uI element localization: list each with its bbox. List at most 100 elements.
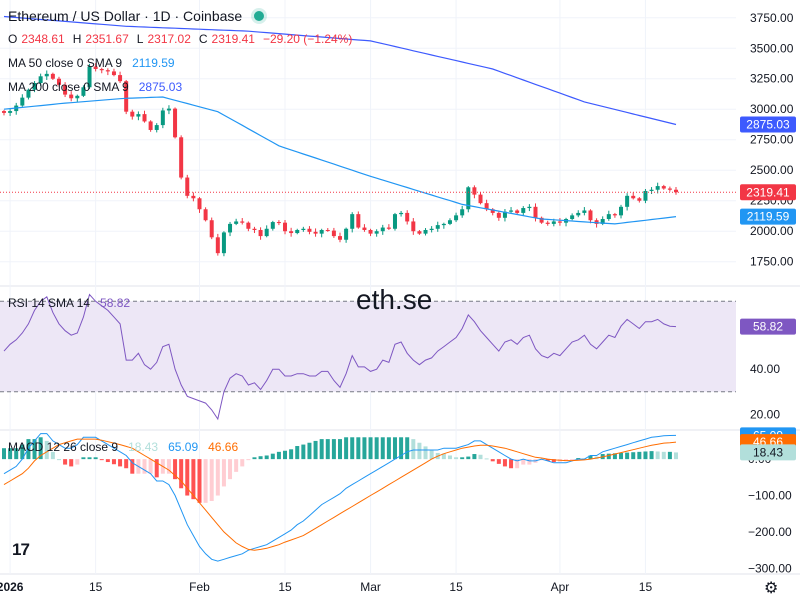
- ma50-label[interactable]: MA 50 close 0 SMA 9: [8, 56, 123, 70]
- candle-body: [99, 68, 104, 71]
- candle-body: [319, 229, 324, 234]
- macd-histogram-bar: [118, 459, 123, 467]
- ma50-badge-text: 2119.59: [747, 210, 790, 224]
- candle-body: [380, 227, 385, 232]
- macd-pane[interactable]: [2, 433, 678, 562]
- price-tick-label: 1750.00: [750, 255, 794, 269]
- candle-body: [362, 227, 367, 230]
- macd-histogram-bar: [667, 451, 672, 460]
- macd-histogram-bar: [484, 458, 489, 460]
- candle-body: [582, 210, 587, 213]
- price-pane[interactable]: [0, 15, 736, 257]
- macd-histogram-bar: [81, 457, 86, 460]
- macd-histogram-bar: [411, 439, 416, 460]
- candle-body: [576, 212, 581, 216]
- rsi-band: [0, 301, 736, 392]
- candle-body: [515, 210, 520, 213]
- x-tick-label: 15: [639, 580, 653, 594]
- ma200-label[interactable]: MA 200 close 0 SMA 9: [8, 80, 129, 94]
- ma200-legend[interactable]: MA 200 close 0 SMA 9 2875.03: [8, 80, 182, 94]
- rsi-label[interactable]: RSI 14 SMA 14: [8, 296, 91, 310]
- macd-histogram-bar: [234, 459, 239, 472]
- candle-body: [667, 188, 672, 190]
- ma50-legend[interactable]: MA 50 close 0 SMA 9 2119.59: [8, 56, 175, 70]
- candle-body: [502, 211, 507, 218]
- macd-line-value: 65.09: [168, 440, 199, 454]
- macd-histogram-bar: [478, 454, 483, 460]
- macd-histogram-bar: [148, 459, 153, 474]
- candle-body: [93, 66, 98, 69]
- macd-histogram-bar: [515, 459, 520, 469]
- macd-histogram-bar: [612, 453, 617, 460]
- rsi-pane[interactable]: [0, 293, 736, 421]
- candle-body: [264, 228, 269, 237]
- candle-body: [399, 212, 404, 215]
- candle-body: [606, 214, 611, 220]
- macd-histogram-bar: [441, 453, 446, 460]
- candle-body: [472, 187, 477, 195]
- macd-histogram-bar: [429, 450, 434, 460]
- candle-body: [160, 110, 165, 126]
- chart-title-row[interactable]: Ethereum / US Dollar · 1D · Coinbase: [8, 8, 265, 24]
- macd-histogram-bar: [417, 442, 422, 460]
- macd-histogram-bar: [215, 459, 220, 496]
- price-tick-label: 3250.00: [750, 72, 794, 86]
- macd-histogram-bar: [270, 453, 275, 460]
- macd-histogram-bar: [338, 439, 342, 460]
- macd-histogram-bar: [319, 439, 324, 460]
- candle-body: [509, 210, 514, 212]
- candle-body: [289, 231, 294, 234]
- candle-body: [411, 221, 416, 232]
- macd-histogram-bar: [460, 457, 465, 460]
- macd-histogram-bar: [331, 439, 336, 460]
- macd-histogram-bar: [50, 451, 55, 460]
- settings-gear-icon[interactable]: ⚙: [764, 580, 779, 597]
- candle-body: [69, 94, 74, 99]
- candle-body: [331, 230, 336, 237]
- macd-histogram-bar: [368, 437, 373, 460]
- macd-histogram-bar: [20, 444, 25, 460]
- macd-histogram-bar: [130, 459, 135, 474]
- candle-body: [185, 177, 190, 196]
- candle-body: [191, 195, 196, 199]
- high-value: 2351.67: [85, 32, 129, 46]
- candle-body: [447, 220, 452, 224]
- candle-body: [228, 223, 233, 233]
- candle-body: [374, 231, 379, 234]
- candle-body: [166, 108, 171, 111]
- macd-hist-badge: [740, 444, 796, 461]
- candle-body: [197, 198, 202, 210]
- rsi-legend[interactable]: RSI 14 SMA 14 58.82: [8, 296, 130, 310]
- macd-histogram-bar: [38, 437, 43, 460]
- macd-label[interactable]: MACD 12 26 close 9: [8, 440, 119, 454]
- candle-body: [496, 212, 501, 218]
- candle-body: [63, 84, 68, 95]
- low-key: L: [136, 32, 144, 46]
- tradingview-logo[interactable]: 17: [12, 540, 30, 560]
- candle-body: [368, 229, 373, 234]
- macd-signal-line: [3, 438, 677, 551]
- macd-histogram-bar: [75, 459, 80, 465]
- rsi-badge: [740, 318, 796, 335]
- macd-histogram-bar: [655, 451, 660, 460]
- macd-histogram-bar: [93, 457, 98, 460]
- macd-histogram-bar: [142, 459, 147, 474]
- candle-body: [258, 229, 263, 237]
- macd-legend[interactable]: MACD 12 26 close 9 18.43 65.09 46.66: [8, 440, 238, 454]
- candle-body: [454, 215, 459, 221]
- candle-body: [124, 81, 129, 112]
- candle-body: [441, 223, 446, 226]
- high-key: H: [72, 32, 82, 46]
- macd-histogram-bar: [496, 459, 501, 464]
- macd-histogram-bar: [99, 459, 104, 461]
- macd-signal-value: 46.66: [208, 440, 239, 454]
- grid: [0, 0, 800, 575]
- x-tick-label: 2026: [0, 580, 24, 594]
- macd-tick-label: −100.00: [748, 489, 792, 503]
- symbol-title[interactable]: Ethereum / US Dollar · 1D · Coinbase: [8, 8, 243, 24]
- macd-histogram-bar: [643, 451, 648, 460]
- macd-histogram-bar: [447, 455, 452, 460]
- candle-body: [478, 194, 483, 204]
- ma50-line: [3, 96, 677, 225]
